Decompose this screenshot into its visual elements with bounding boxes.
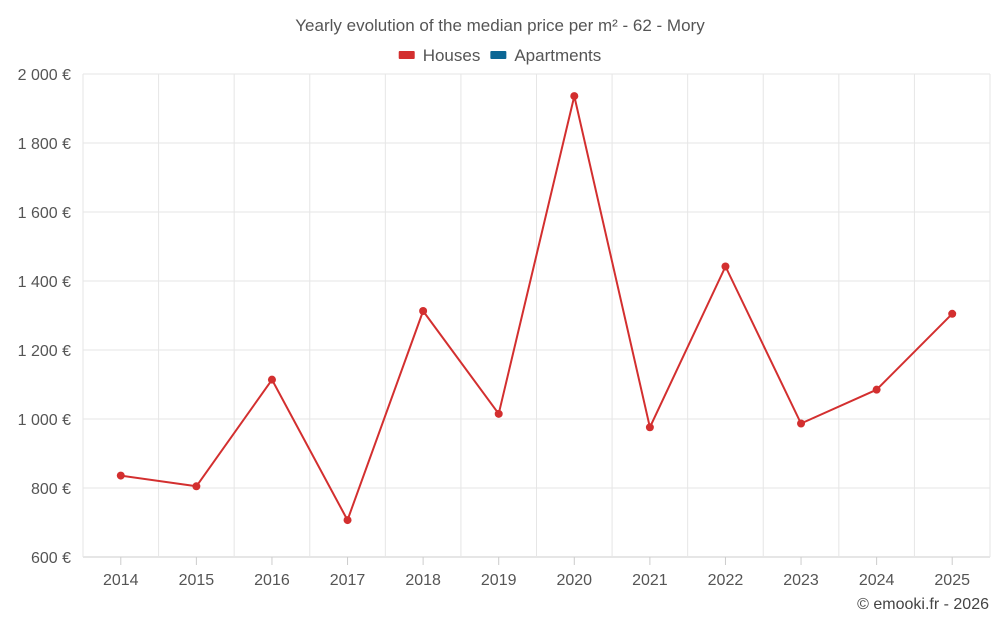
- x-tick-label: 2014: [103, 572, 139, 589]
- x-tick-label: 2022: [708, 572, 744, 589]
- x-tick-label: 2017: [330, 572, 366, 589]
- data-point[interactable]: [116, 471, 125, 480]
- y-tick-label: 2 000 €: [18, 67, 71, 84]
- data-point[interactable]: [192, 482, 201, 491]
- legend-swatch-0: [398, 51, 415, 59]
- y-tick-label: 1 000 €: [18, 412, 71, 429]
- data-point[interactable]: [343, 516, 352, 525]
- y-tick-label: 1 400 €: [18, 274, 71, 291]
- legend-label-1[interactable]: Apartments: [514, 46, 601, 65]
- y-tick-label: 1 600 €: [18, 205, 71, 222]
- x-axis: 2014 2015 2016 2017 2018 2019 2020 2021 2022 2023…: [103, 557, 970, 589]
- x-tick-label: 2020: [556, 572, 592, 589]
- x-tick-label: 2019: [481, 572, 517, 589]
- grid: [82, 73, 991, 558]
- x-tick-label: 2018: [405, 572, 441, 589]
- y-tick-label: 1 800 €: [18, 136, 71, 153]
- data-point[interactable]: [645, 423, 654, 432]
- chart-title: Yearly evolution of the median price per…: [295, 16, 705, 35]
- data-point[interactable]: [494, 409, 503, 418]
- y-axis: 600 € 800 € 1 000 € 1 200 € 1 400 € 1 600 € 1 …: [18, 67, 71, 567]
- y-tick-label: 800 €: [31, 481, 71, 498]
- legend: Houses Apartments: [398, 46, 601, 65]
- x-tick-label: 2025: [934, 572, 970, 589]
- y-tick-label: 1 200 €: [18, 343, 71, 360]
- data-point[interactable]: [570, 92, 579, 101]
- series-layer: [116, 92, 957, 525]
- y-tick-label: 600 €: [31, 550, 71, 567]
- x-tick-label: 2023: [783, 572, 819, 589]
- data-point[interactable]: [721, 262, 730, 271]
- legend-label-0[interactable]: Houses: [423, 46, 481, 65]
- data-point[interactable]: [872, 385, 881, 394]
- data-point[interactable]: [419, 307, 428, 316]
- x-tick-label: 2016: [254, 572, 290, 589]
- x-tick-label: 2015: [179, 572, 215, 589]
- legend-swatch-1: [490, 51, 507, 59]
- data-point[interactable]: [948, 309, 957, 318]
- data-point[interactable]: [267, 375, 276, 384]
- x-tick-label: 2021: [632, 572, 668, 589]
- credit-text: © emooki.fr - 2026: [857, 596, 989, 613]
- data-point[interactable]: [797, 419, 806, 428]
- x-tick-label: 2024: [859, 572, 895, 589]
- series-line-0: [120, 95, 953, 522]
